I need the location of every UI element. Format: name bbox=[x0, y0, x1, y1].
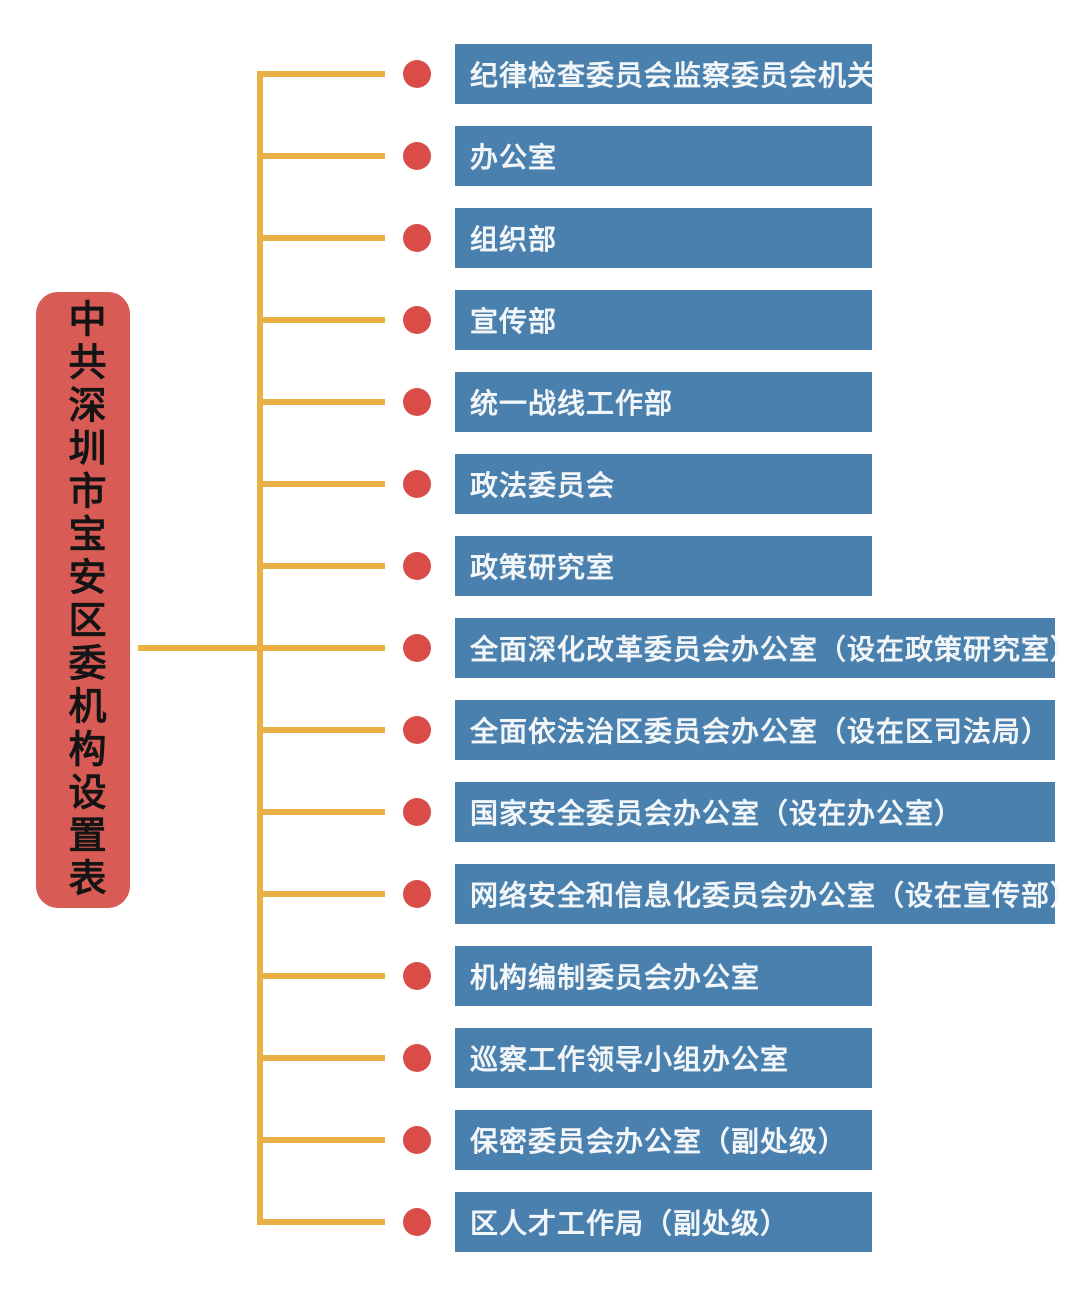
department-box: 宣传部 bbox=[455, 290, 872, 350]
branch-line bbox=[257, 317, 385, 323]
org-row: 全面深化改革委员会办公室（设在政策研究室） bbox=[0, 618, 1080, 678]
org-row: 政法委员会 bbox=[0, 454, 1080, 514]
org-row: 全面依法治区委员会办公室（设在区司法局） bbox=[0, 700, 1080, 760]
department-box: 政策研究室 bbox=[455, 536, 872, 596]
org-row: 区人才工作局（副处级） bbox=[0, 1192, 1080, 1252]
bullet-dot-icon bbox=[403, 224, 431, 252]
bullet-dot-icon bbox=[403, 634, 431, 662]
branch-line bbox=[257, 153, 385, 159]
department-rows: 纪律检查委员会监察委员会机关 办公室 组织部 宣传部 统一战线工作部 bbox=[0, 44, 1080, 1252]
department-label: 办公室 bbox=[470, 142, 558, 173]
bullet-dot-icon bbox=[403, 962, 431, 990]
department-label: 组织部 bbox=[470, 224, 558, 255]
branch-line bbox=[257, 645, 385, 651]
department-box: 政法委员会 bbox=[455, 454, 872, 514]
org-row: 巡察工作领导小组办公室 bbox=[0, 1028, 1080, 1088]
department-box: 全面依法治区委员会办公室（设在区司法局） bbox=[455, 700, 1055, 760]
branch-line bbox=[257, 399, 385, 405]
department-box: 办公室 bbox=[455, 126, 872, 186]
department-box: 区人才工作局（副处级） bbox=[455, 1192, 872, 1252]
bullet-dot-icon bbox=[403, 1044, 431, 1072]
bullet-dot-icon bbox=[403, 880, 431, 908]
department-label: 国家安全委员会办公室（设在办公室） bbox=[470, 798, 964, 829]
branch-line bbox=[257, 809, 385, 815]
department-box: 网络安全和信息化委员会办公室（设在宣传部） bbox=[455, 864, 1078, 924]
bullet-dot-icon bbox=[403, 306, 431, 334]
branch-line bbox=[257, 235, 385, 241]
bullet-dot-icon bbox=[403, 142, 431, 170]
org-row: 办公室 bbox=[0, 126, 1080, 186]
department-label: 宣传部 bbox=[470, 306, 558, 337]
org-row: 政策研究室 bbox=[0, 536, 1080, 596]
department-label: 全面深化改革委员会办公室（设在政策研究室） bbox=[470, 634, 1080, 665]
bullet-dot-icon bbox=[403, 798, 431, 826]
branch-line bbox=[257, 973, 385, 979]
org-row: 保密委员会办公室（副处级） bbox=[0, 1110, 1080, 1170]
title-connector-line bbox=[138, 645, 259, 651]
department-label: 区人才工作局（副处级） bbox=[470, 1208, 790, 1239]
bullet-dot-icon bbox=[403, 716, 431, 744]
org-row: 机构编制委员会办公室 bbox=[0, 946, 1080, 1006]
bullet-dot-icon bbox=[403, 60, 431, 88]
bullet-dot-icon bbox=[403, 388, 431, 416]
department-box: 全面深化改革委员会办公室（设在政策研究室） bbox=[455, 618, 1078, 678]
department-box: 纪律检查委员会监察委员会机关 bbox=[455, 44, 875, 104]
org-title: 中共深圳市宝安区委机构设置表 bbox=[62, 299, 104, 901]
branch-line bbox=[257, 563, 385, 569]
bullet-dot-icon bbox=[403, 552, 431, 580]
org-row: 组织部 bbox=[0, 208, 1080, 268]
bullet-dot-icon bbox=[403, 470, 431, 498]
org-row: 网络安全和信息化委员会办公室（设在宣传部） bbox=[0, 864, 1080, 924]
branch-line bbox=[257, 71, 385, 77]
department-label: 保密委员会办公室（副处级） bbox=[470, 1126, 848, 1157]
branch-line bbox=[257, 1137, 385, 1143]
department-box: 机构编制委员会办公室 bbox=[455, 946, 872, 1006]
department-label: 巡察工作领导小组办公室 bbox=[470, 1044, 790, 1075]
department-box: 巡察工作领导小组办公室 bbox=[455, 1028, 872, 1088]
branch-line bbox=[257, 727, 385, 733]
bullet-dot-icon bbox=[403, 1126, 431, 1154]
department-label: 统一战线工作部 bbox=[470, 388, 674, 419]
department-box: 国家安全委员会办公室（设在办公室） bbox=[455, 782, 1055, 842]
org-row: 纪律检查委员会监察委员会机关 bbox=[0, 44, 1080, 104]
department-box: 组织部 bbox=[455, 208, 872, 268]
branch-line bbox=[257, 1055, 385, 1061]
department-label: 网络安全和信息化委员会办公室（设在宣传部） bbox=[470, 880, 1080, 911]
department-label: 政策研究室 bbox=[470, 552, 616, 583]
org-row: 统一战线工作部 bbox=[0, 372, 1080, 432]
department-box: 统一战线工作部 bbox=[455, 372, 872, 432]
department-label: 政法委员会 bbox=[470, 470, 616, 501]
org-row: 宣传部 bbox=[0, 290, 1080, 350]
org-title-box: 中共深圳市宝安区委机构设置表 bbox=[36, 292, 130, 908]
branch-line bbox=[257, 1219, 385, 1225]
bullet-dot-icon bbox=[403, 1208, 431, 1236]
department-label: 全面依法治区委员会办公室（设在区司法局） bbox=[470, 716, 1051, 747]
branch-line bbox=[257, 481, 385, 487]
department-box: 保密委员会办公室（副处级） bbox=[455, 1110, 872, 1170]
org-row: 国家安全委员会办公室（设在办公室） bbox=[0, 782, 1080, 842]
branch-line bbox=[257, 891, 385, 897]
department-label: 纪律检查委员会监察委员会机关 bbox=[470, 60, 877, 91]
department-label: 机构编制委员会办公室 bbox=[470, 962, 761, 993]
